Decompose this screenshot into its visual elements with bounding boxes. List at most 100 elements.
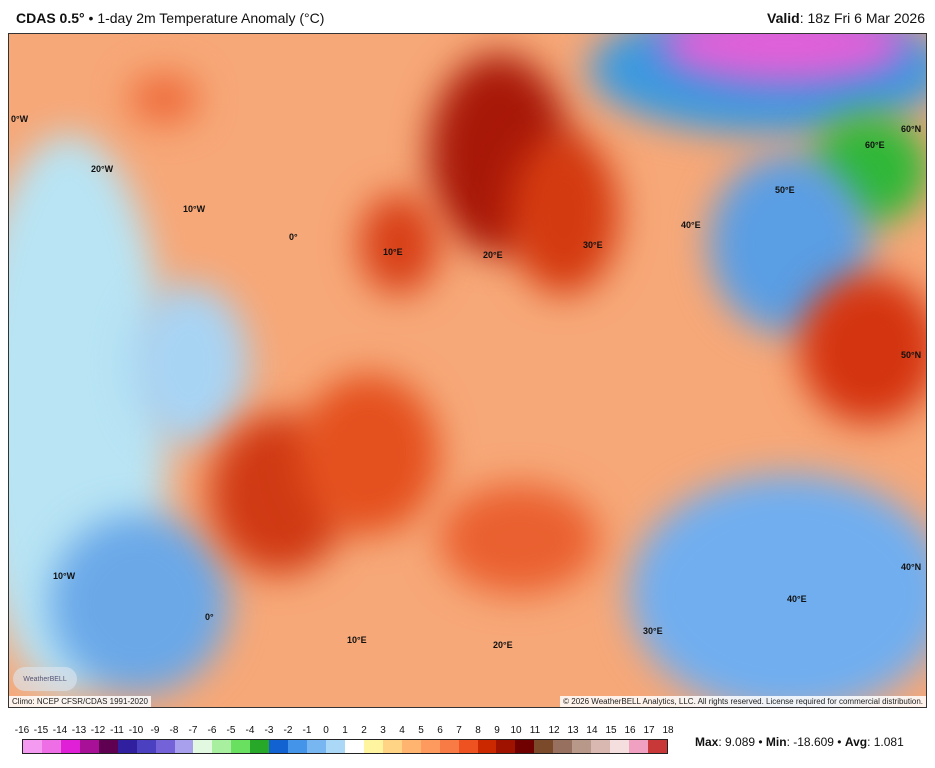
map-title: CDAS 0.5° • 1-day 2m Temperature Anomaly… [16, 10, 324, 26]
anomaly-region [359, 194, 439, 294]
colorbar-tick: -5 [226, 725, 236, 736]
separator: • [88, 10, 94, 26]
copyright-note: © 2026 WeatherBELL Analytics, LLC. All r… [560, 696, 926, 707]
colorbar-swatch [212, 740, 232, 753]
colorbar-tick: 10 [510, 725, 522, 736]
colorbar [22, 739, 668, 754]
colorbar-tick: 9 [494, 725, 500, 736]
colorbar-swatch [515, 740, 535, 753]
colorbar-swatch [382, 740, 402, 753]
anomaly-region [129, 74, 199, 124]
colorbar-swatch [344, 740, 364, 753]
lon-label: 10°E [347, 635, 367, 645]
colorbar-swatch [420, 740, 440, 753]
colorbar-tick: 11 [529, 725, 541, 736]
colorbar-swatch [458, 740, 478, 753]
colorbar-swatch [174, 740, 194, 753]
colorbar-swatch [250, 740, 270, 753]
colorbar-swatch [591, 740, 611, 753]
model-name: CDAS 0.5° [16, 10, 85, 26]
colorbar-swatch [326, 740, 345, 753]
max-label: Max [695, 735, 719, 749]
lon-label: 40°E [787, 594, 807, 604]
colorbar-tick: 18 [662, 725, 674, 736]
lon-label: 60°E [865, 140, 885, 150]
colorbar-tick: -1 [302, 725, 312, 736]
colorbar-swatch [60, 740, 80, 753]
colorbar-tick: -11 [110, 725, 124, 736]
lon-label: 20°E [493, 640, 513, 650]
colorbar-tick: 7 [456, 725, 462, 736]
colorbar-swatch [553, 740, 573, 753]
anomaly-region [629, 474, 926, 707]
lon-label: 30°E [583, 240, 603, 250]
lon-label: 10°W [53, 571, 76, 581]
separator: • [833, 735, 845, 749]
colorbar-tick: -12 [90, 725, 106, 736]
colorbar-swatch [401, 740, 421, 753]
lon-label: 20°E [483, 250, 503, 260]
colorbar-tick: 12 [548, 725, 560, 736]
colorbar-swatch [572, 740, 592, 753]
colorbar-tick: 6 [437, 725, 443, 736]
colorbar-swatch [477, 740, 497, 753]
separator: • [755, 735, 766, 749]
anomaly-region [509, 134, 619, 294]
max-value: : 9.089 [718, 735, 756, 749]
anomaly-region [439, 484, 599, 594]
colorbar-tick: -10 [128, 725, 144, 736]
colorbar-tick: -13 [71, 725, 87, 736]
lon-label: 30°E [643, 626, 663, 636]
colorbar-tick: 2 [361, 725, 367, 736]
min-label: Min [765, 735, 787, 749]
colorbar-tick: 4 [399, 725, 405, 736]
lon-label: 0° [205, 612, 214, 622]
colorbar-swatch [193, 740, 213, 753]
colorbar-swatch [41, 740, 61, 753]
colorbar-tick: -9 [150, 725, 160, 736]
lat-label: 50°N [901, 350, 922, 360]
anomaly-region [129, 284, 249, 444]
lat-label: 60°N [901, 124, 922, 134]
valid-label: Valid [767, 10, 800, 26]
lon-label: 10°W [183, 204, 206, 214]
colorbar-tick: 13 [567, 725, 579, 736]
product-name: 1-day 2m Temperature Anomaly (°C) [97, 10, 325, 26]
colorbar-tick: 17 [643, 725, 655, 736]
colorbar-tick: 3 [380, 725, 386, 736]
colorbar-ticks: -16 -15 -14 -13 -12 -11 -10 -9 -8 -7 -6 -5 -4 -3 -2 -1 0… [15, 725, 674, 737]
colorbar-swatch [117, 740, 137, 753]
climo-note: Climo: NCEP CFSR/CDAS 1991-2020 [9, 696, 151, 707]
valid-value: : 18z Fri 6 Mar 2026 [799, 10, 925, 26]
colorbar-swatch [288, 740, 308, 753]
colorbar-swatch [136, 740, 156, 753]
colorbar-swatch [534, 740, 554, 753]
lon-label: 50°E [775, 185, 795, 195]
colorbar-tick: -16 [14, 725, 30, 736]
colorbar-tick: -15 [33, 725, 49, 736]
colorbar-swatch [98, 740, 118, 753]
colorbar-tick: 15 [605, 725, 617, 736]
colorbar-swatch [647, 740, 667, 753]
lon-label: 0°W [11, 114, 29, 124]
lon-label: 10°E [383, 247, 403, 257]
colorbar-tick: 0 [323, 725, 329, 736]
colorbar-tick: -14 [52, 725, 68, 736]
colorbar-swatch [629, 740, 648, 753]
anomaly-map[interactable]: 0°W 20°W 10°W 0° 10°E 20°E 30°E 40°E 50°… [8, 33, 927, 708]
colorbar-swatch [610, 740, 629, 753]
colorbar-tick: -8 [169, 725, 179, 736]
valid-time: Valid: 18z Fri 6 Mar 2026 [767, 10, 925, 26]
lon-label: 40°E [681, 220, 701, 230]
stats: Max: 9.089 • Min: -18.609 • Avg: 1.081 [695, 735, 904, 749]
weatherbell-logo: WeatherBELL [13, 667, 77, 691]
colorbar-swatch [269, 740, 289, 753]
colorbar-swatch [496, 740, 516, 753]
colorbar-swatch [155, 740, 175, 753]
colorbar-tick: 8 [475, 725, 481, 736]
colorbar-tick: 1 [342, 725, 348, 736]
colorbar-tick: -3 [264, 725, 274, 736]
avg-value: : 1.081 [867, 735, 904, 749]
lon-label: 0° [289, 232, 298, 242]
min-value: : -18.609 [786, 735, 834, 749]
